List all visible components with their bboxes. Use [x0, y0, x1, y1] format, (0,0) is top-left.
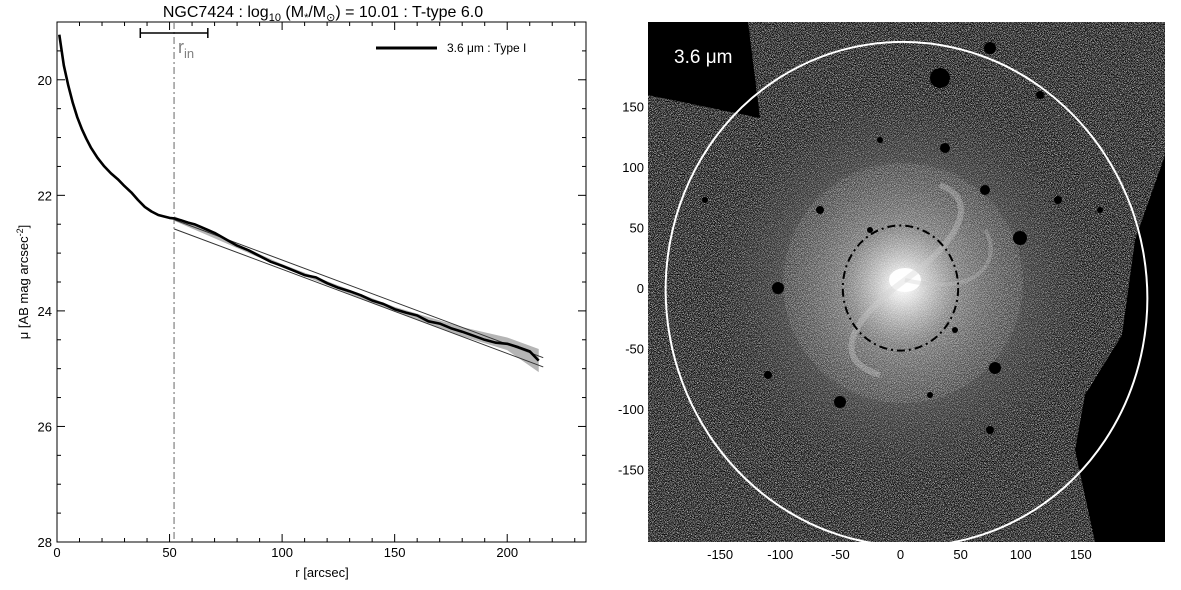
- image-y-tick-label: -100: [618, 402, 644, 417]
- x-tick-label: 0: [53, 545, 60, 560]
- image-y-tick-label: 50: [630, 221, 644, 236]
- image-x-tick-label: 50: [953, 547, 967, 562]
- y-tick-label: 28: [38, 535, 52, 550]
- spiral-arm: [904, 228, 993, 287]
- image-y-tick-label: -150: [618, 462, 644, 477]
- legend: 3.6 μm : Type I: [376, 41, 526, 55]
- image-y-tick-label: -50: [625, 342, 644, 357]
- y-tick-label: 24: [38, 304, 52, 319]
- y-tick-label: 22: [38, 188, 52, 203]
- spiral-arm: [903, 182, 964, 283]
- profile-layer: [58, 34, 540, 362]
- x-tick-label: 100: [271, 545, 293, 560]
- image-x-tick-label: 100: [1010, 547, 1032, 562]
- image-tick-labels: -150 -100 -50 0 50 100 150 150 100 50 0 -50 -100 -150: [618, 100, 1092, 562]
- x-axis-label: r [arcsec]: [295, 565, 348, 580]
- galaxy-image: 3.6 μm: [648, 22, 1165, 542]
- r-in-marker: rin: [139, 22, 209, 542]
- profile-line: [58, 34, 540, 362]
- fit-line: [173, 228, 544, 368]
- profile-chart: NGC7424 : log10 (M*/M⊙) = 10.01 : T-type…: [15, 4, 587, 580]
- x-tick-label: 150: [384, 545, 406, 560]
- x-tick-label: 50: [162, 545, 176, 560]
- image-y-tick-label: 150: [622, 100, 644, 115]
- galaxy-image-panel: 3.6 μm -150 -100 -50 0 50 100 150150100500-50-…: [618, 22, 1165, 562]
- galaxy-core: [889, 268, 921, 292]
- y-tick-label: 26: [38, 419, 52, 434]
- image-x-tick-label: 150: [1070, 547, 1092, 562]
- image-y-tick-label: 0: [637, 281, 644, 296]
- image-x-tick-label: -50: [831, 547, 850, 562]
- chart-title: NGC7424 : log10 (M*/M⊙) = 10.01 : T-type…: [163, 4, 483, 24]
- legend-label: 3.6 μm : Type I: [447, 41, 526, 55]
- inner-r-in-ellipse: [841, 224, 960, 352]
- band-label: 3.6 μm: [674, 47, 732, 68]
- y-axis-label: μ [AB mag arcsec-2]: [15, 225, 31, 340]
- fit-lines-layer: [173, 219, 544, 368]
- image-y-tick-label: 100: [622, 160, 644, 175]
- axis-ticks: 0 50 100 150 200 20 22 24 26 28: [38, 22, 586, 560]
- image-x-tick-label: 0: [897, 547, 904, 562]
- image-x-tick-label: -150: [707, 547, 733, 562]
- image-x-tick-label: -100: [767, 547, 793, 562]
- x-tick-label: 200: [496, 545, 518, 560]
- outer-isophote-ellipse: [664, 40, 1149, 542]
- spiral-arm: [848, 277, 907, 378]
- r-in-label: rin: [178, 37, 194, 61]
- masked-sources: [702, 42, 1103, 434]
- y-tick-label: 20: [38, 73, 52, 88]
- fit-line: [173, 219, 544, 359]
